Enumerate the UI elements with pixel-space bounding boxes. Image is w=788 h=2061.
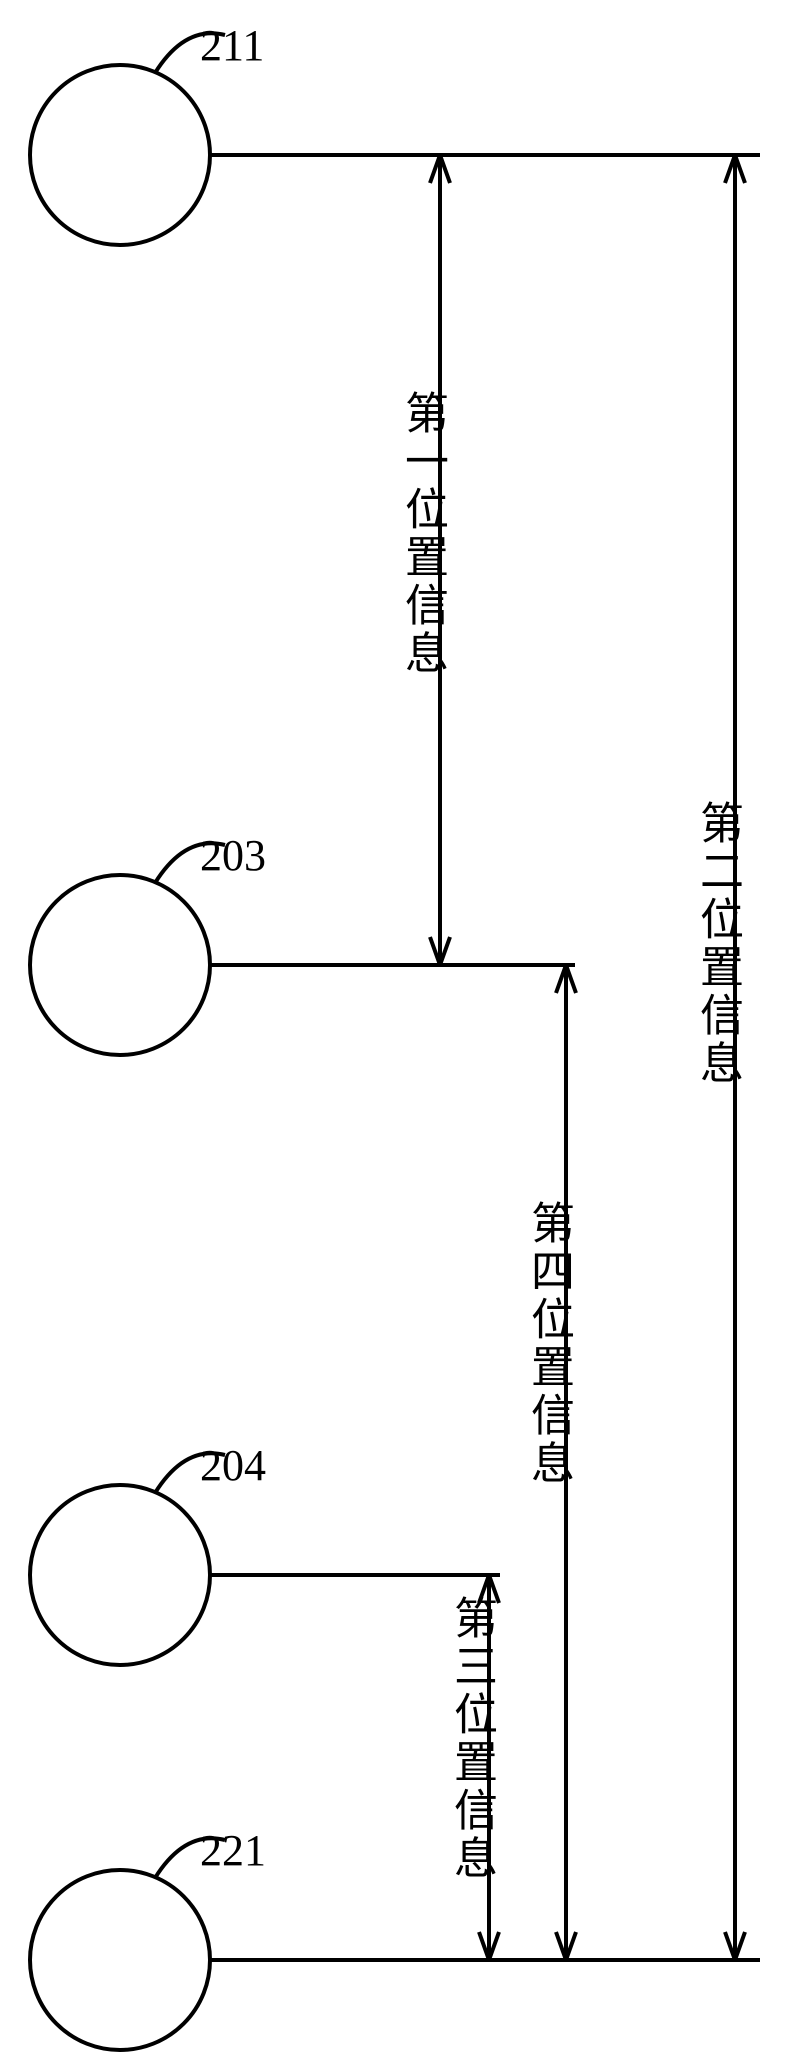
diagram-canvas (0, 0, 788, 2061)
node-c204 (30, 1485, 210, 1665)
dimension-d1-label: 第一位置信息 (390, 390, 454, 678)
node-c203 (30, 875, 210, 1055)
ref-label-204: 204 (200, 1440, 266, 1491)
ref-label-221: 221 (200, 1825, 266, 1876)
ref-label-203: 203 (200, 830, 266, 881)
dimension-d4-label: 第四位置信息 (516, 1200, 580, 1488)
ref-label-211: 211 (200, 20, 264, 71)
node-c221 (30, 1870, 210, 2050)
dimension-d2-label: 第二位置信息 (685, 800, 749, 1088)
node-c211 (30, 65, 210, 245)
dimension-d3-label: 第三位置信息 (439, 1595, 503, 1883)
